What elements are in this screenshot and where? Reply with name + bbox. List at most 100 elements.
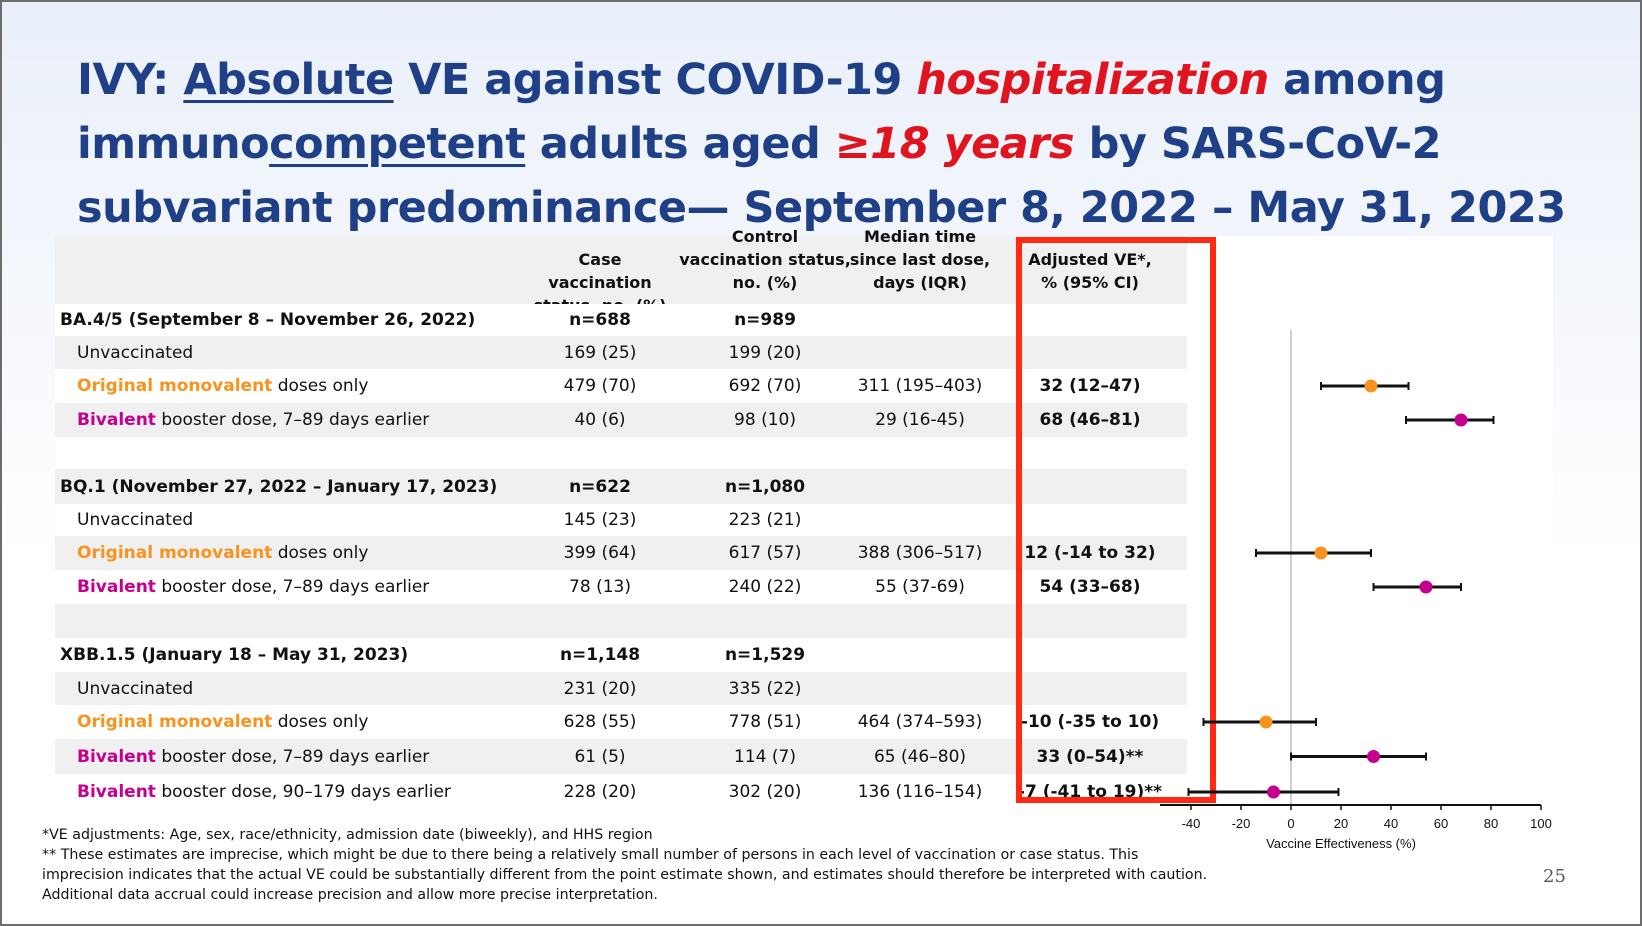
vaccine-type-label: Bivalent: [77, 410, 156, 430]
row-label-rest: booster dose, 7–89 days earlier: [155, 410, 430, 430]
control-count-cell: 692 (70): [728, 376, 802, 396]
median-time-cell: [850, 469, 990, 504]
header-control-status: Control vaccination status, no. (%): [673, 225, 857, 294]
table-row: Bivalent booster dose, 90–179 days earli…: [55, 774, 1187, 810]
adjusted-ve-cell: -10 (-35 to 10): [1020, 712, 1160, 732]
median-time-cell: 388 (306–517): [857, 543, 983, 563]
median-time-cell: 136 (116–154): [857, 782, 983, 802]
title-emphasis: hospitalization: [916, 55, 1269, 105]
title-text: VE against COVID-19: [393, 55, 917, 105]
row-label-rest: Unvaccinated: [77, 342, 194, 363]
title-text: adults aged: [525, 119, 835, 169]
row-label-text: Original monovalent doses only: [77, 712, 368, 732]
x-tick-label: 60: [1434, 816, 1448, 831]
vaccine-type-label: Original monovalent: [77, 712, 273, 732]
adjusted-ve-cell: 54 (33–68): [1039, 577, 1141, 597]
footnote-line: Additional data accrual could increase p…: [42, 887, 658, 903]
row-label-rest: booster dose, 7–89 days earlier: [155, 746, 430, 767]
row-label-text: Bivalent booster dose, 90–179 days earli…: [77, 782, 451, 802]
header-adjusted-ve: Adjusted VE*, % (95% CI): [1005, 248, 1175, 294]
control-count-cell: n=1,529: [724, 645, 806, 665]
x-tick-label: -40: [1182, 816, 1201, 831]
median-time-cell: 55 (37-69): [875, 577, 965, 597]
title-text: among: [1268, 55, 1446, 105]
table-row: Original monovalent doses only 479 (70) 69…: [55, 369, 1187, 403]
row-label: Bivalent booster dose, 7–89 days earlier: [77, 570, 429, 604]
title-text: by SARS-CoV-2: [1074, 119, 1442, 169]
title-underlined: competent: [269, 119, 526, 169]
control-count-cell: n=1,080: [724, 476, 806, 497]
header-line: Adjusted VE*,: [1028, 250, 1152, 269]
control-count-cell: 240 (22): [728, 577, 802, 597]
header-line: % (95% CI): [1041, 273, 1139, 292]
case-count-cell: 628 (55): [563, 712, 637, 732]
case-count-cell: 40 (6): [574, 410, 626, 430]
row-label: Original monovalent doses only: [77, 369, 368, 403]
row-label: BQ.1 (November 27, 2022 – January 17, 20…: [60, 476, 498, 497]
title-line-2: immunocompetent adults aged ≥18 years by…: [77, 112, 1597, 176]
control-count-cell: 114 (7): [734, 746, 796, 767]
row-label-rest: doses only: [272, 712, 369, 732]
header-line: Control: [731, 227, 799, 246]
table-row: Unvaccinated 145 (23) 223 (21): [55, 504, 1187, 536]
adjusted-ve-cell: 33 (0–54)**: [1036, 746, 1144, 767]
median-time-cell: [850, 304, 990, 336]
x-tick-label: 40: [1384, 816, 1398, 831]
control-count-cell: 199 (20): [728, 342, 802, 363]
median-time-cell: [850, 638, 990, 672]
spacer-row: [55, 437, 1187, 469]
x-tick-label: -20: [1232, 816, 1251, 831]
row-label: Original monovalent doses only: [77, 536, 368, 570]
control-count-cell: 223 (21): [728, 510, 802, 530]
forest-plot-background: [1187, 236, 1553, 784]
header-line: since last dose,: [849, 250, 991, 269]
row-label: Unvaccinated: [77, 336, 193, 369]
title-emphasis: ≥18 years: [834, 119, 1075, 169]
footnotes: *VE adjustments: Age, sex, race/ethnicit…: [42, 825, 1222, 905]
ve-point-estimate: [1314, 546, 1328, 560]
title-underlined: Absolute: [183, 55, 394, 105]
title-line-1: IVY: Absolute VE against COVID-19 hospit…: [77, 48, 1597, 112]
footnote-line: ** These estimates are imprecise, which …: [42, 847, 1139, 863]
case-count-cell: n=622: [569, 476, 631, 497]
row-label: BA.4/5 (September 8 – November 26, 2022): [60, 310, 476, 330]
x-tick-label: 80: [1484, 816, 1498, 831]
row-label-rest: booster dose, 90–179 days earlier: [155, 782, 451, 802]
adjusted-ve-cell: 32 (12–47): [1039, 376, 1141, 396]
case-count-cell: n=1,148: [559, 645, 641, 665]
row-label: Unvaccinated: [77, 504, 193, 536]
header-line: Case vaccination: [548, 250, 652, 292]
ve-point-estimate: [1419, 580, 1433, 594]
row-label-rest: Unvaccinated: [77, 510, 194, 530]
row-label: Bivalent booster dose, 90–179 days earli…: [77, 774, 451, 810]
ve-point-estimate: [1367, 750, 1380, 763]
row-label: XBB.1.5 (January 18 – May 31, 2023): [60, 645, 409, 665]
row-label-text: Original monovalent doses only: [77, 376, 368, 396]
case-count-cell: 78 (13): [569, 577, 631, 597]
median-time-cell: [850, 504, 990, 536]
row-label-text: Unvaccinated: [77, 510, 193, 530]
ve-point-estimate: [1259, 715, 1273, 729]
row-label-text: Bivalent booster dose, 7–89 days earlier: [77, 410, 429, 430]
title-line-3: subvariant predominance— September 8, 20…: [77, 183, 1566, 233]
case-count-cell: 61 (5): [574, 746, 626, 767]
table-row: Original monovalent doses only 399 (64) 61…: [55, 536, 1187, 570]
row-label-rest: Unvaccinated: [77, 678, 194, 699]
row-label-text: Bivalent booster dose, 7–89 days earlier: [77, 747, 429, 767]
row-label-text: Unvaccinated: [77, 679, 193, 699]
table-row: Bivalent booster dose, 7–89 days earlier…: [55, 570, 1187, 604]
case-count-cell: 399 (64): [563, 543, 637, 563]
x-tick-label: 20: [1334, 816, 1348, 831]
row-label-rest: doses only: [272, 543, 369, 563]
row-label: Bivalent booster dose, 7–89 days earlier: [77, 403, 429, 437]
highlight-box: [1016, 237, 1216, 803]
case-count-cell: 145 (23): [563, 510, 637, 530]
row-label-rest: booster dose, 7–89 days earlier: [155, 577, 430, 597]
vaccine-type-label: Bivalent: [77, 746, 156, 767]
vaccine-type-label: Original monovalent: [77, 376, 273, 396]
slide-title: IVY: Absolute VE against COVID-19 hospit…: [77, 48, 1597, 240]
vaccine-type-label: Bivalent: [77, 577, 156, 597]
table-row: Original monovalent doses only 628 (55) 77…: [55, 705, 1187, 739]
median-time-cell: 311 (195–403): [857, 376, 983, 396]
